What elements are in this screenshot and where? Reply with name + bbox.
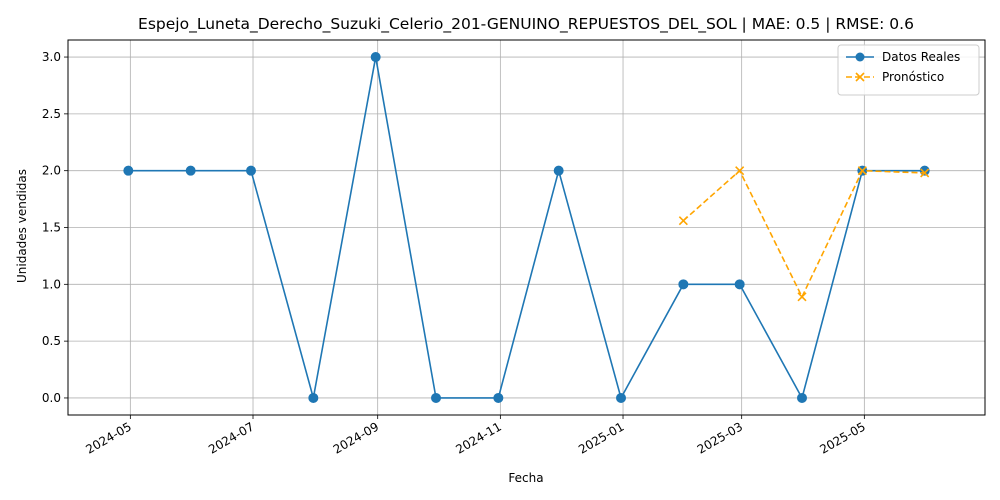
y-tick-label: 0.0 [42, 391, 61, 405]
data-point-pron-stico [797, 292, 807, 302]
chart-title: Espejo_Luneta_Derecho_Suzuki_Celerio_201… [138, 15, 914, 34]
data-point-datos-reales [370, 52, 381, 63]
series-line-datos-reales [128, 56, 925, 401]
series-layer [123, 52, 930, 403]
data-point-datos-reales [797, 392, 808, 403]
y-tick-label: 1.0 [42, 277, 61, 291]
y-tick-label: 0.5 [42, 334, 61, 348]
y-tick-label: 2.0 [42, 164, 61, 178]
data-point-pron-stico [920, 168, 930, 178]
data-point-datos-reales [185, 165, 196, 176]
data-point-datos-reales [493, 392, 504, 403]
y-axis-label: Unidades vendidas [15, 169, 29, 283]
plot-frame [67, 39, 986, 416]
data-point-pron-stico [735, 166, 745, 176]
legend-label-datos-reales: Datos Reales [882, 50, 960, 64]
legend-marker-datos-reales [855, 52, 865, 62]
y-tick-label: 1.5 [42, 221, 61, 235]
y-tick-label: 2.5 [42, 107, 61, 121]
data-point-datos-reales [245, 165, 256, 176]
legend-marker-pron-stico [855, 72, 865, 82]
legend: Datos Reales Pronóstico [837, 44, 980, 96]
data-point-datos-reales [431, 392, 442, 403]
x-axis-label: Fecha [508, 471, 543, 485]
data-point-datos-reales [123, 165, 134, 176]
data-point-pron-stico [857, 166, 867, 176]
data-point-datos-reales [553, 165, 564, 176]
legend-label-pron-stico: Pronóstico [882, 70, 944, 84]
data-point-datos-reales [308, 392, 319, 403]
y-tick-label: 3.0 [42, 50, 61, 64]
data-point-datos-reales [678, 279, 689, 290]
data-point-pron-stico [678, 216, 688, 226]
data-point-datos-reales [616, 392, 627, 403]
data-point-datos-reales [734, 279, 745, 290]
